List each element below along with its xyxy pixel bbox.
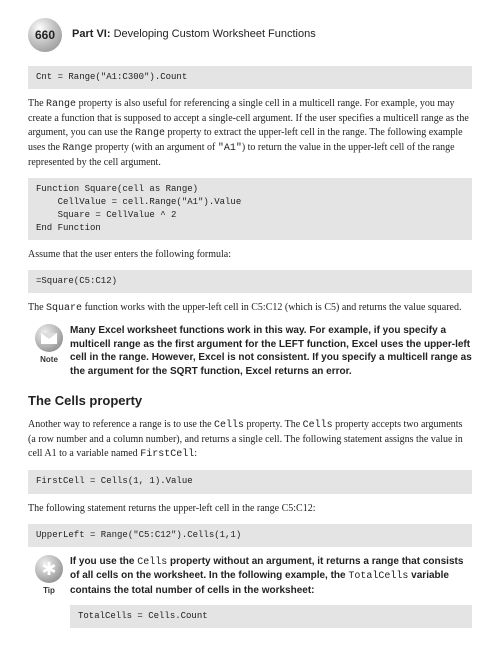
paragraph-4: Another way to reference a range is to u… <box>28 418 472 462</box>
code-inline: Square <box>46 303 82 314</box>
tip-text: If you use the Cells property without an… <box>70 555 472 598</box>
note-text: Many Excel worksheet functions work in t… <box>70 324 472 378</box>
page-header: 660 Part VI: Developing Custom Worksheet… <box>28 18 472 52</box>
text: property (with an argument of <box>92 142 217 153</box>
paragraph-5: The following statement returns the uppe… <box>28 502 472 516</box>
text: Another way to reference a range is to u… <box>28 419 214 430</box>
text: If you use the <box>70 556 137 567</box>
note-icon-column: Note <box>28 324 70 365</box>
code-inline: Range <box>62 143 92 154</box>
page-number-badge: 660 <box>28 18 62 52</box>
text: : <box>194 448 197 459</box>
envelope-icon <box>35 324 63 352</box>
star-icon: ✱ <box>35 555 63 583</box>
tip-icon-column: ✱ Tip <box>28 555 70 596</box>
paragraph-1: The Range property is also useful for re… <box>28 97 472 170</box>
section-heading-cells: The Cells property <box>28 392 472 410</box>
page-number: 660 <box>35 27 55 44</box>
part-label-bold: Part VI: <box>72 28 111 40</box>
code-block-3: =Square(C5:C12) <box>28 270 472 293</box>
tip-content: If you use the Cells property without an… <box>70 555 472 637</box>
code-inline: Cells <box>137 557 167 568</box>
code-inline: Range <box>46 99 76 110</box>
code-inline: FirstCell <box>140 449 194 460</box>
page: 660 Part VI: Developing Custom Worksheet… <box>0 0 500 668</box>
code-inline: Cells <box>303 420 333 431</box>
note-label: Note <box>28 354 70 365</box>
note-callout: Note Many Excel worksheet functions work… <box>28 324 472 378</box>
tip-callout: ✱ Tip If you use the Cells property with… <box>28 555 472 637</box>
code-inline: Range <box>135 128 165 139</box>
code-inline: Cells <box>214 420 244 431</box>
text: The <box>28 98 46 109</box>
code-block-6: TotalCells = Cells.Count <box>70 605 472 628</box>
code-inline: TotalCells <box>348 571 408 582</box>
code-block-5: UpperLeft = Range("C5:C12").Cells(1,1) <box>28 524 472 547</box>
code-block-4: FirstCell = Cells(1, 1).Value <box>28 470 472 493</box>
paragraph-3: The Square function works with the upper… <box>28 301 472 316</box>
text: property. The <box>244 419 303 430</box>
code-block-1: Cnt = Range("A1:C300").Count <box>28 66 472 89</box>
text: function works with the upper-left cell … <box>82 302 461 313</box>
part-label: Part VI: Developing Custom Worksheet Fun… <box>72 27 316 42</box>
text: The <box>28 302 46 313</box>
code-inline: "A1" <box>218 143 242 154</box>
tip-label: Tip <box>28 585 70 596</box>
code-block-2: Function Square(cell as Range) CellValue… <box>28 178 472 240</box>
part-label-text: Developing Custom Worksheet Functions <box>111 28 316 40</box>
paragraph-2: Assume that the user enters the followin… <box>28 248 472 262</box>
